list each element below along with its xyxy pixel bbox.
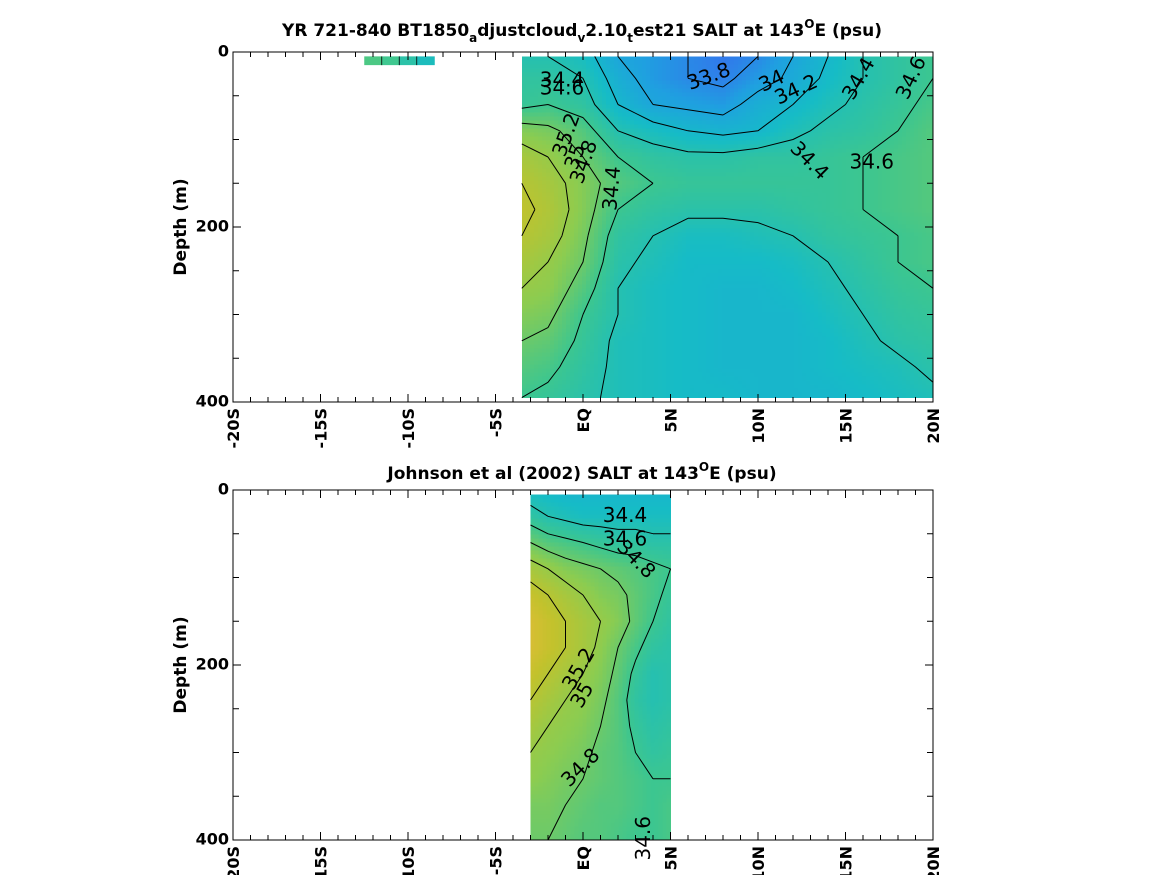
contour-line [530, 542, 631, 841]
chart-title: Johnson et al (2002) SALT at 143OE (psu) [386, 460, 776, 484]
contour-label: 34.6 [603, 526, 648, 550]
y-tick-label: 0 [218, 42, 229, 61]
x-tick-label: -10S [399, 408, 418, 448]
x-tick-label: -15S [312, 408, 331, 448]
contour-label: 34.6 [631, 816, 655, 861]
contour-label: 34.4 [603, 503, 648, 527]
contour-line [617, 56, 794, 116]
y-tick-label: 200 [196, 655, 229, 674]
y-axis-label: Depth (m) [171, 178, 191, 275]
x-tick-label: -5S [487, 408, 506, 437]
chart-title: YR 721-840 BT1850adjustcloudv2.10test21 … [281, 17, 882, 45]
x-tick-label: -20S [224, 408, 243, 448]
y-tick-label: 400 [196, 392, 229, 411]
x-tick-label: 20N [924, 408, 943, 444]
x-tick-label: -15S [312, 846, 331, 875]
contour-lines [530, 504, 671, 841]
y-tick-label: 0 [218, 480, 229, 499]
salinity-fill [530, 494, 672, 841]
x-tick-label: 5N [662, 408, 681, 433]
x-tick-label: 10N [749, 408, 768, 444]
salinity-fill [521, 56, 934, 399]
x-tick-label: 5N [662, 846, 681, 871]
contour-line [594, 56, 829, 136]
x-tick-label: 15N [837, 846, 856, 875]
contour-line [521, 122, 601, 342]
axis-ticks [232, 51, 934, 403]
x-tick-label: EQ [574, 846, 593, 871]
y-tick-label: 400 [196, 830, 229, 849]
x-tick-label: -10S [399, 846, 418, 875]
contour-label: 34.6 [540, 75, 585, 99]
x-tick-label: -20S [224, 846, 243, 875]
contour-line [547, 55, 934, 398]
x-tick-label: -5S [487, 846, 506, 875]
contour-line [530, 581, 566, 701]
x-tick-label: 10N [749, 846, 768, 875]
axis-ticks [232, 489, 934, 841]
x-tick-label: 20N [924, 846, 943, 875]
contour-line [521, 183, 536, 237]
contour-line [687, 56, 759, 88]
y-axis-label: Depth (m) [171, 616, 191, 713]
contour-line [530, 524, 671, 780]
contour-line [521, 143, 570, 289]
y-tick-label: 200 [196, 217, 229, 236]
contour-label: 34.4 [597, 165, 625, 211]
x-tick-label: EQ [574, 408, 593, 433]
salinity-patch [364, 56, 435, 66]
contour-line [530, 504, 671, 535]
contour-label: 34.6 [849, 150, 894, 174]
contour-label: 34.4 [540, 67, 585, 91]
contour-line [530, 559, 601, 753]
x-tick-label: 15N [837, 408, 856, 444]
